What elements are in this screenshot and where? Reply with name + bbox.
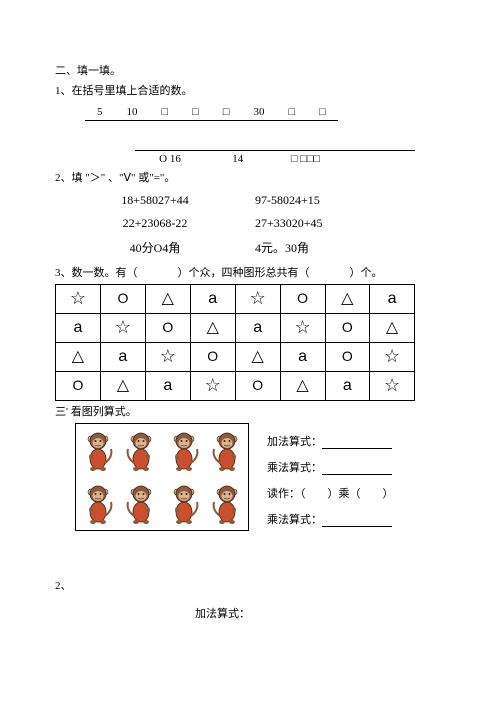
monkey-icon bbox=[167, 482, 201, 526]
shape-cell: O bbox=[100, 285, 145, 314]
monkey-icon bbox=[210, 429, 244, 473]
section-header: 二、填一填。 bbox=[55, 62, 445, 78]
shape-cell: ☆ bbox=[145, 343, 190, 372]
shape-cell: a bbox=[100, 343, 145, 372]
shape-cell: a bbox=[370, 285, 415, 314]
shape-cell: O bbox=[325, 314, 370, 343]
shape-cell: a bbox=[145, 372, 190, 401]
q2-right: 27+33020+45 bbox=[255, 216, 415, 231]
seq-cell: □ bbox=[276, 104, 307, 121]
mul-eq-label: 乘法算式： bbox=[267, 462, 322, 474]
mul-eq2-label: 乘法算式： bbox=[267, 514, 322, 526]
shape-cell: a bbox=[56, 314, 101, 343]
shape-cell: △ bbox=[325, 285, 370, 314]
shape-cell: ☆ bbox=[56, 285, 101, 314]
shape-cell: a bbox=[280, 343, 325, 372]
shape-cell: a bbox=[235, 314, 280, 343]
shape-cell: ☆ bbox=[370, 343, 415, 372]
q2-rows: 18+58027+44 97-58024+15 22+23068-22 27+3… bbox=[55, 193, 445, 256]
q2-right: 4元。30角 bbox=[255, 239, 415, 256]
seq-cell: 30 bbox=[241, 104, 276, 121]
shape-cell: △ bbox=[235, 343, 280, 372]
q2-right: 97-58024+15 bbox=[255, 193, 415, 208]
shape-cell: ☆ bbox=[370, 372, 415, 401]
add-eq-label: 加法算式： bbox=[267, 436, 322, 448]
shape-cell: O bbox=[190, 343, 235, 372]
q1-sequence-table: 5 10 □ □ □ 30 □ □ bbox=[85, 104, 338, 122]
q3-prompt: 3、数一数。有（）个众，四种图形总共有（）个。 bbox=[55, 264, 445, 280]
shape-cell: △ bbox=[370, 314, 415, 343]
q1-prompt: 1、在括号里填上合适的数。 bbox=[55, 82, 445, 98]
shape-cell: O bbox=[280, 285, 325, 314]
shape-cell: O bbox=[325, 343, 370, 372]
seq-cell: □ bbox=[211, 104, 242, 121]
shape-cell: O bbox=[56, 372, 101, 401]
shape-cell: △ bbox=[145, 285, 190, 314]
monkey-icon bbox=[124, 429, 158, 473]
shape-cell: ☆ bbox=[280, 314, 325, 343]
seq-cell: □ bbox=[150, 104, 181, 121]
shape-grid: ☆O△a☆O△aa☆O△a☆O△△a☆O△aO☆O△a☆O△a☆ bbox=[55, 284, 415, 401]
q2-left: 18+58027+44 bbox=[55, 193, 255, 208]
monkey-icon bbox=[167, 429, 201, 473]
shape-cell: a bbox=[190, 285, 235, 314]
shape-cell: ☆ bbox=[100, 314, 145, 343]
q2-prompt: 2、填 "＞" 、"Ⅴ" 或"="。 bbox=[55, 169, 445, 185]
monkey-icon bbox=[81, 429, 115, 473]
shape-cell: ☆ bbox=[190, 372, 235, 401]
shape-cell: △ bbox=[280, 372, 325, 401]
monkey-icon bbox=[210, 482, 244, 526]
shape-cell: O bbox=[145, 314, 190, 343]
shape-cell: a bbox=[325, 372, 370, 401]
read-as-label: 读作：（ ）乘（ ） bbox=[267, 485, 394, 501]
monkey-icon bbox=[81, 482, 115, 526]
shape-cell: △ bbox=[190, 314, 235, 343]
q4-labels: 加法算式： 乘法算式： 读作：（ ）乘（ ） 乘法算式： bbox=[267, 423, 394, 537]
seq-cell: 5 bbox=[85, 104, 115, 121]
q2-left: 40分O4角 bbox=[55, 239, 255, 256]
monkey-icon bbox=[124, 482, 158, 526]
monkey-illustration bbox=[75, 423, 249, 531]
shape-cell: O bbox=[235, 372, 280, 401]
q4-title: 三' 看图列算式。 bbox=[55, 403, 445, 419]
seq-cell: □ bbox=[307, 104, 338, 121]
q4-sub2: 2、 bbox=[55, 577, 445, 593]
q2-left: 22+23068-22 bbox=[55, 216, 255, 231]
shape-cell: △ bbox=[56, 343, 101, 372]
q1-row2: O 16 14 □ □□□ bbox=[135, 150, 415, 165]
shape-cell: ☆ bbox=[235, 285, 280, 314]
seq-cell: 10 bbox=[115, 104, 150, 121]
add-eq2-label: 加法算式： bbox=[195, 605, 445, 621]
seq-cell: □ bbox=[180, 104, 211, 121]
shape-cell: △ bbox=[100, 372, 145, 401]
